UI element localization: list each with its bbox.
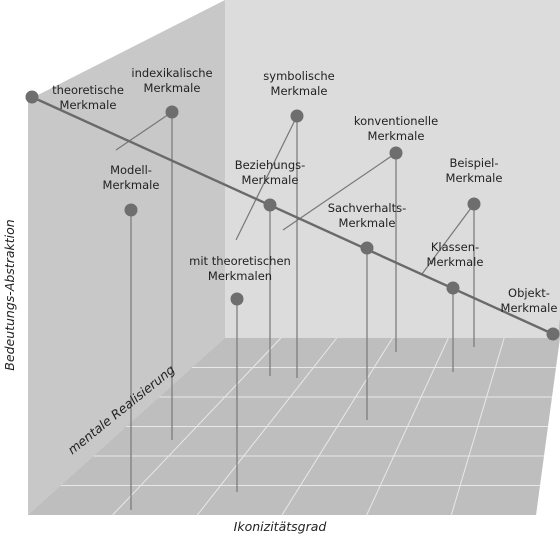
left-wall bbox=[28, 0, 225, 515]
beziehungs-merkmale-label-line: Merkmale bbox=[242, 173, 299, 187]
x-axis-label: Ikonizitätsgrad bbox=[234, 519, 327, 534]
modell-merkmale-label-line: Modell- bbox=[110, 163, 152, 177]
konventionelle-merkmale-label-line: konventionelle bbox=[354, 114, 438, 128]
modell-merkmale-label: Modell-Merkmale bbox=[103, 163, 160, 192]
beispiel-merkmale-label: Beispiel-Merkmale bbox=[446, 156, 503, 185]
symbolische-merkmale-label-line: Merkmale bbox=[271, 84, 328, 98]
beispiel-merkmale-node bbox=[467, 197, 481, 211]
beziehungs-merkmale-label-line: Beziehungs- bbox=[235, 158, 306, 172]
y-axis-label: Bedeutungs-Abstraktion bbox=[2, 219, 17, 370]
sachverhalts-merkmale-node bbox=[360, 241, 374, 255]
konventionelle-merkmale-label: konventionelle Merkmale bbox=[354, 114, 438, 143]
modell-merkmale-node bbox=[124, 203, 138, 217]
klassen-merkmale-label-line: Merkmale bbox=[427, 255, 484, 269]
beziehungs-merkmale-label: Beziehungs-Merkmale bbox=[235, 158, 306, 187]
indexikalische-merkmale-label: indexikalische Merkmale bbox=[131, 66, 212, 95]
sachverhalts-merkmale-label-line: Merkmale bbox=[339, 216, 396, 230]
theoretische-merkmale-node bbox=[25, 90, 39, 104]
objekt-merkmale-label: Objekt-Merkmale bbox=[501, 286, 558, 315]
beispiel-merkmale-label-line: Beispiel- bbox=[449, 156, 498, 170]
symbolische-merkmale-label-line: symbolische bbox=[263, 69, 334, 83]
mit-theoretischen-merkmalen-label: mit theoretischen Merkmalen bbox=[189, 254, 291, 283]
symbolische-merkmale-node bbox=[290, 109, 304, 123]
main-diagonal bbox=[31, 95, 554, 336]
theoretische-merkmale-label-line: theoretische bbox=[52, 83, 124, 97]
symbolische-merkmale-connector bbox=[235, 115, 298, 241]
mit-theoretischen-merkmalen-label-line: Merkmalen bbox=[208, 269, 272, 283]
mit-theoretischen-merkmalen-label-line: mit theoretischen bbox=[189, 254, 291, 268]
klassen-merkmale-node bbox=[446, 281, 460, 295]
sachverhalts-merkmale-label: Sachverhalts-Merkmale bbox=[328, 201, 407, 230]
theoretische-merkmale-label: theoretische Merkmale bbox=[52, 83, 124, 112]
klassen-merkmale-label-line: Klassen- bbox=[431, 240, 479, 254]
indexikalische-merkmale-label-line: Merkmale bbox=[144, 81, 201, 95]
symbolische-merkmale-label: symbolische Merkmale bbox=[263, 69, 334, 98]
indexikalische-merkmale-label-line: indexikalische bbox=[131, 66, 212, 80]
theoretische-merkmale-label-line: Merkmale bbox=[60, 98, 117, 112]
sachverhalts-merkmale-label-line: Sachverhalts- bbox=[328, 201, 407, 215]
beziehungs-merkmale-node bbox=[263, 198, 277, 212]
konventionelle-merkmale-label-line: Merkmale bbox=[368, 129, 425, 143]
beispiel-merkmale-label-line: Merkmale bbox=[446, 171, 503, 185]
indexikalische-merkmale-connector bbox=[115, 111, 173, 151]
konventionelle-merkmale-node bbox=[389, 146, 403, 160]
objekt-merkmale-label-line: Merkmale bbox=[501, 301, 558, 315]
back-wall bbox=[225, 0, 560, 338]
objekt-merkmale-label-line: Objekt- bbox=[508, 286, 550, 300]
indexikalische-merkmale-node bbox=[165, 105, 179, 119]
beispiel-merkmale-connector bbox=[421, 203, 475, 275]
modell-merkmale-label-line: Merkmale bbox=[103, 178, 160, 192]
mit-theoretischen-merkmalen-node bbox=[230, 292, 244, 306]
klassen-merkmale-label: Klassen-Merkmale bbox=[427, 240, 484, 269]
konventionelle-merkmale-connector bbox=[282, 152, 397, 231]
objekt-merkmale-node bbox=[546, 327, 560, 341]
